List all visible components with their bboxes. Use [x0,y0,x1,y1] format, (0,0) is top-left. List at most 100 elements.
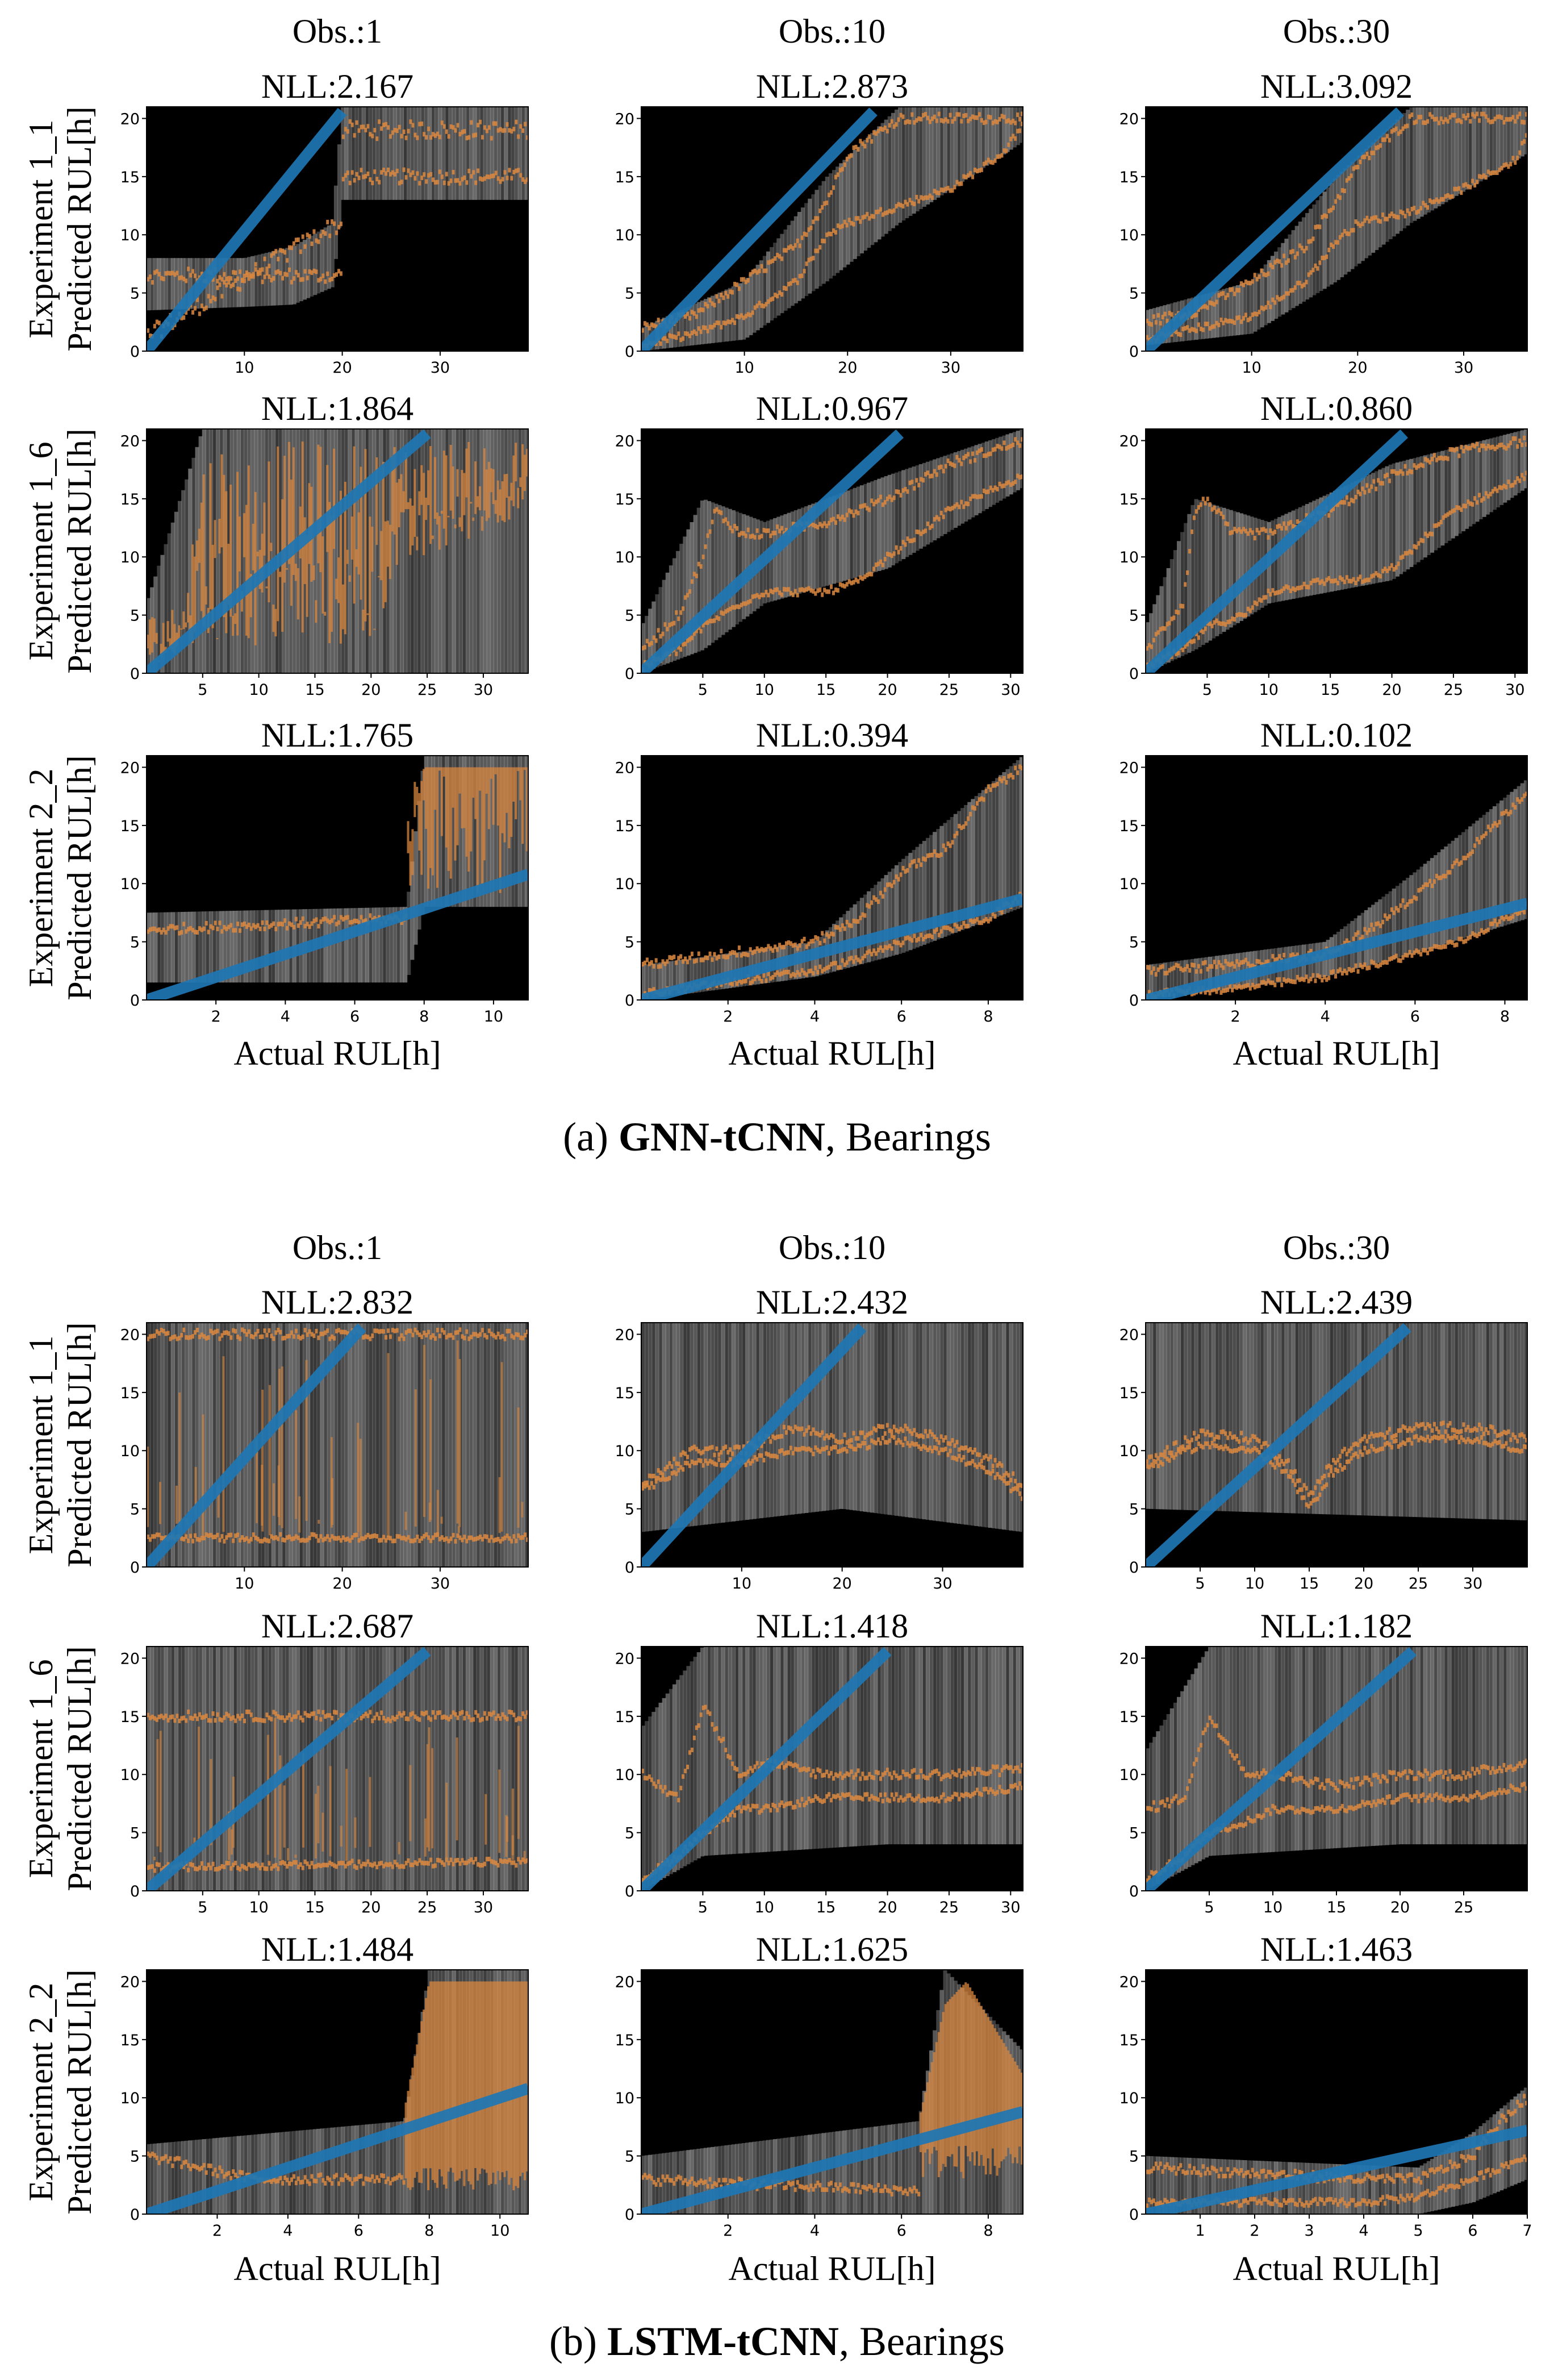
density-strip [881,1323,885,1514]
predicted-mark [416,1535,419,1539]
predicted-mark [672,621,675,626]
predicted-mark [1231,287,1234,291]
predicted-mark [857,1436,859,1441]
predicted-mark [488,125,491,130]
density-strip [497,429,501,673]
density-strip [735,285,739,340]
density-strip [1305,213,1309,299]
predicted-mark [411,1333,414,1337]
x-tick-label: 30 [1505,681,1524,699]
predicted-mark [902,940,905,945]
density-strip [818,185,822,286]
predicted-mark [149,274,152,279]
density-strip [763,256,767,325]
predicted-mark [1327,513,1330,518]
predicted-mark [353,178,356,182]
predicted-mark [803,937,806,941]
y-tick-label: 0 [130,665,140,683]
predicted-mark [288,268,291,272]
predicted-mark [1426,205,1429,210]
predicted-mark [902,1428,905,1433]
density-strip [648,1323,652,1531]
predicted-mark [1332,969,1335,974]
density-strip [877,1323,881,1514]
density-strip [171,258,175,310]
predicted-mark [670,1464,673,1469]
density-strip [780,234,784,313]
density-strip [1409,107,1413,223]
density-strip [1371,143,1375,253]
predicted-mark [506,122,508,127]
predicted-mark [834,520,837,525]
predicted-mark [850,923,853,928]
predicted-mark [1518,439,1521,443]
predicted-mark [463,176,466,180]
predicted-mark [286,258,289,262]
density-strip [745,278,749,337]
predicted-mark [519,477,521,487]
density-strip [957,1323,961,1524]
y-tick-label: 15 [120,491,140,508]
x-tick-label: 10 [249,681,268,699]
predicted-mark [1000,446,1003,451]
predicted-mark [472,518,474,521]
predicted-mark [220,1534,223,1539]
predicted-mark [503,767,506,842]
predicted-mark [843,518,846,522]
predicted-mark [900,493,903,498]
column-title: Obs.:10 [779,1229,885,1266]
density-strip [908,1323,912,1518]
predicted-mark [315,1329,318,1333]
predicted-mark [738,945,741,950]
density-strip [1229,510,1233,628]
predicted-mark [724,1445,727,1449]
density-strip [483,107,487,200]
density-strip [289,247,293,305]
predicted-mark [971,174,974,179]
predicted-mark [477,496,479,507]
predicted-mark [220,294,223,298]
predicted-mark [481,767,483,883]
predicted-mark [1478,118,1481,123]
predicted-mark [846,512,849,517]
predicted-mark [214,297,217,301]
density-strip [672,1323,676,1528]
predicted-mark [922,478,925,482]
predicted-mark [512,127,515,131]
predicted-mark [830,190,833,195]
predicted-mark [465,767,467,856]
predicted-mark [415,1389,417,1527]
density-strip [1215,1323,1219,1511]
predicted-mark [765,269,767,273]
predicted-mark [465,1329,468,1334]
predicted-mark [360,915,363,919]
density-strip [206,1323,210,1567]
predicted-mark [653,964,655,969]
predicted-mark [1523,139,1526,144]
predicted-mark [675,960,678,965]
predicted-mark [1393,911,1396,915]
density-strip [1267,260,1271,323]
predicted-mark [1511,156,1514,160]
density-strip [487,1323,491,1567]
predicted-mark [902,1443,905,1447]
density-strip [1009,1323,1013,1531]
density-strip [857,147,860,256]
density-strip [462,1323,466,1567]
density-strip [867,483,871,574]
density-strip [1250,281,1254,334]
predicted-mark [1307,585,1310,589]
predicted-mark [945,464,947,469]
predicted-mark [1339,195,1342,200]
density-strip [981,790,985,923]
predicted-mark [321,273,324,278]
row-label-line2: Predicted RUL[h] [61,1969,98,2215]
predicted-mark [1444,944,1447,949]
predicted-mark [1184,582,1187,587]
predicted-mark [356,1532,358,1537]
predicted-mark [1018,128,1021,133]
predicted-mark [425,767,427,829]
density-strip [1256,273,1260,329]
predicted-mark [897,877,900,882]
density-strip [1163,1323,1167,1510]
